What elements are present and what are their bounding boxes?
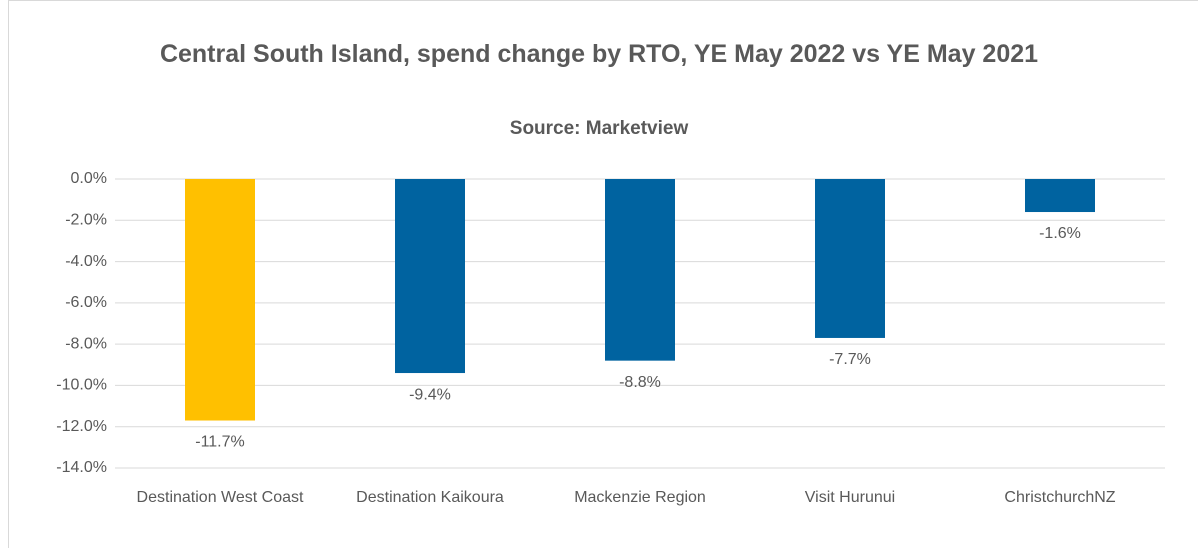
y-tick-label: 0.0%: [71, 170, 107, 187]
bar: [185, 179, 255, 421]
bar: [605, 179, 675, 361]
x-tick-label: Mackenzie Region: [574, 489, 706, 506]
bar: [1025, 179, 1095, 213]
data-label: -1.6%: [1039, 225, 1081, 242]
x-tick-label: Destination West Coast: [136, 489, 304, 506]
data-label: -7.7%: [829, 351, 871, 368]
bar: [395, 179, 465, 374]
x-tick-label: Destination Kaikoura: [356, 489, 504, 506]
y-tick-label: -10.0%: [56, 377, 107, 394]
y-tick-label: -2.0%: [65, 212, 107, 229]
y-tick-label: -8.0%: [65, 335, 107, 352]
x-tick-label: Visit Hurunui: [804, 489, 896, 506]
y-tick-label: -12.0%: [56, 418, 107, 435]
y-tick-label: -14.0%: [56, 459, 107, 476]
data-label: -8.8%: [619, 374, 661, 391]
x-tick-label: ChristchurchNZ: [1004, 489, 1116, 506]
y-tick-label: -6.0%: [65, 294, 107, 311]
data-label: -11.7%: [195, 434, 245, 451]
bar: [815, 179, 885, 338]
data-label: -9.4%: [409, 386, 451, 403]
chart-subtitle: Source: Marketview: [509, 118, 689, 139]
y-tick-label: -4.0%: [65, 253, 107, 270]
chart-title: Central South Island, spend change by RT…: [159, 40, 1039, 68]
